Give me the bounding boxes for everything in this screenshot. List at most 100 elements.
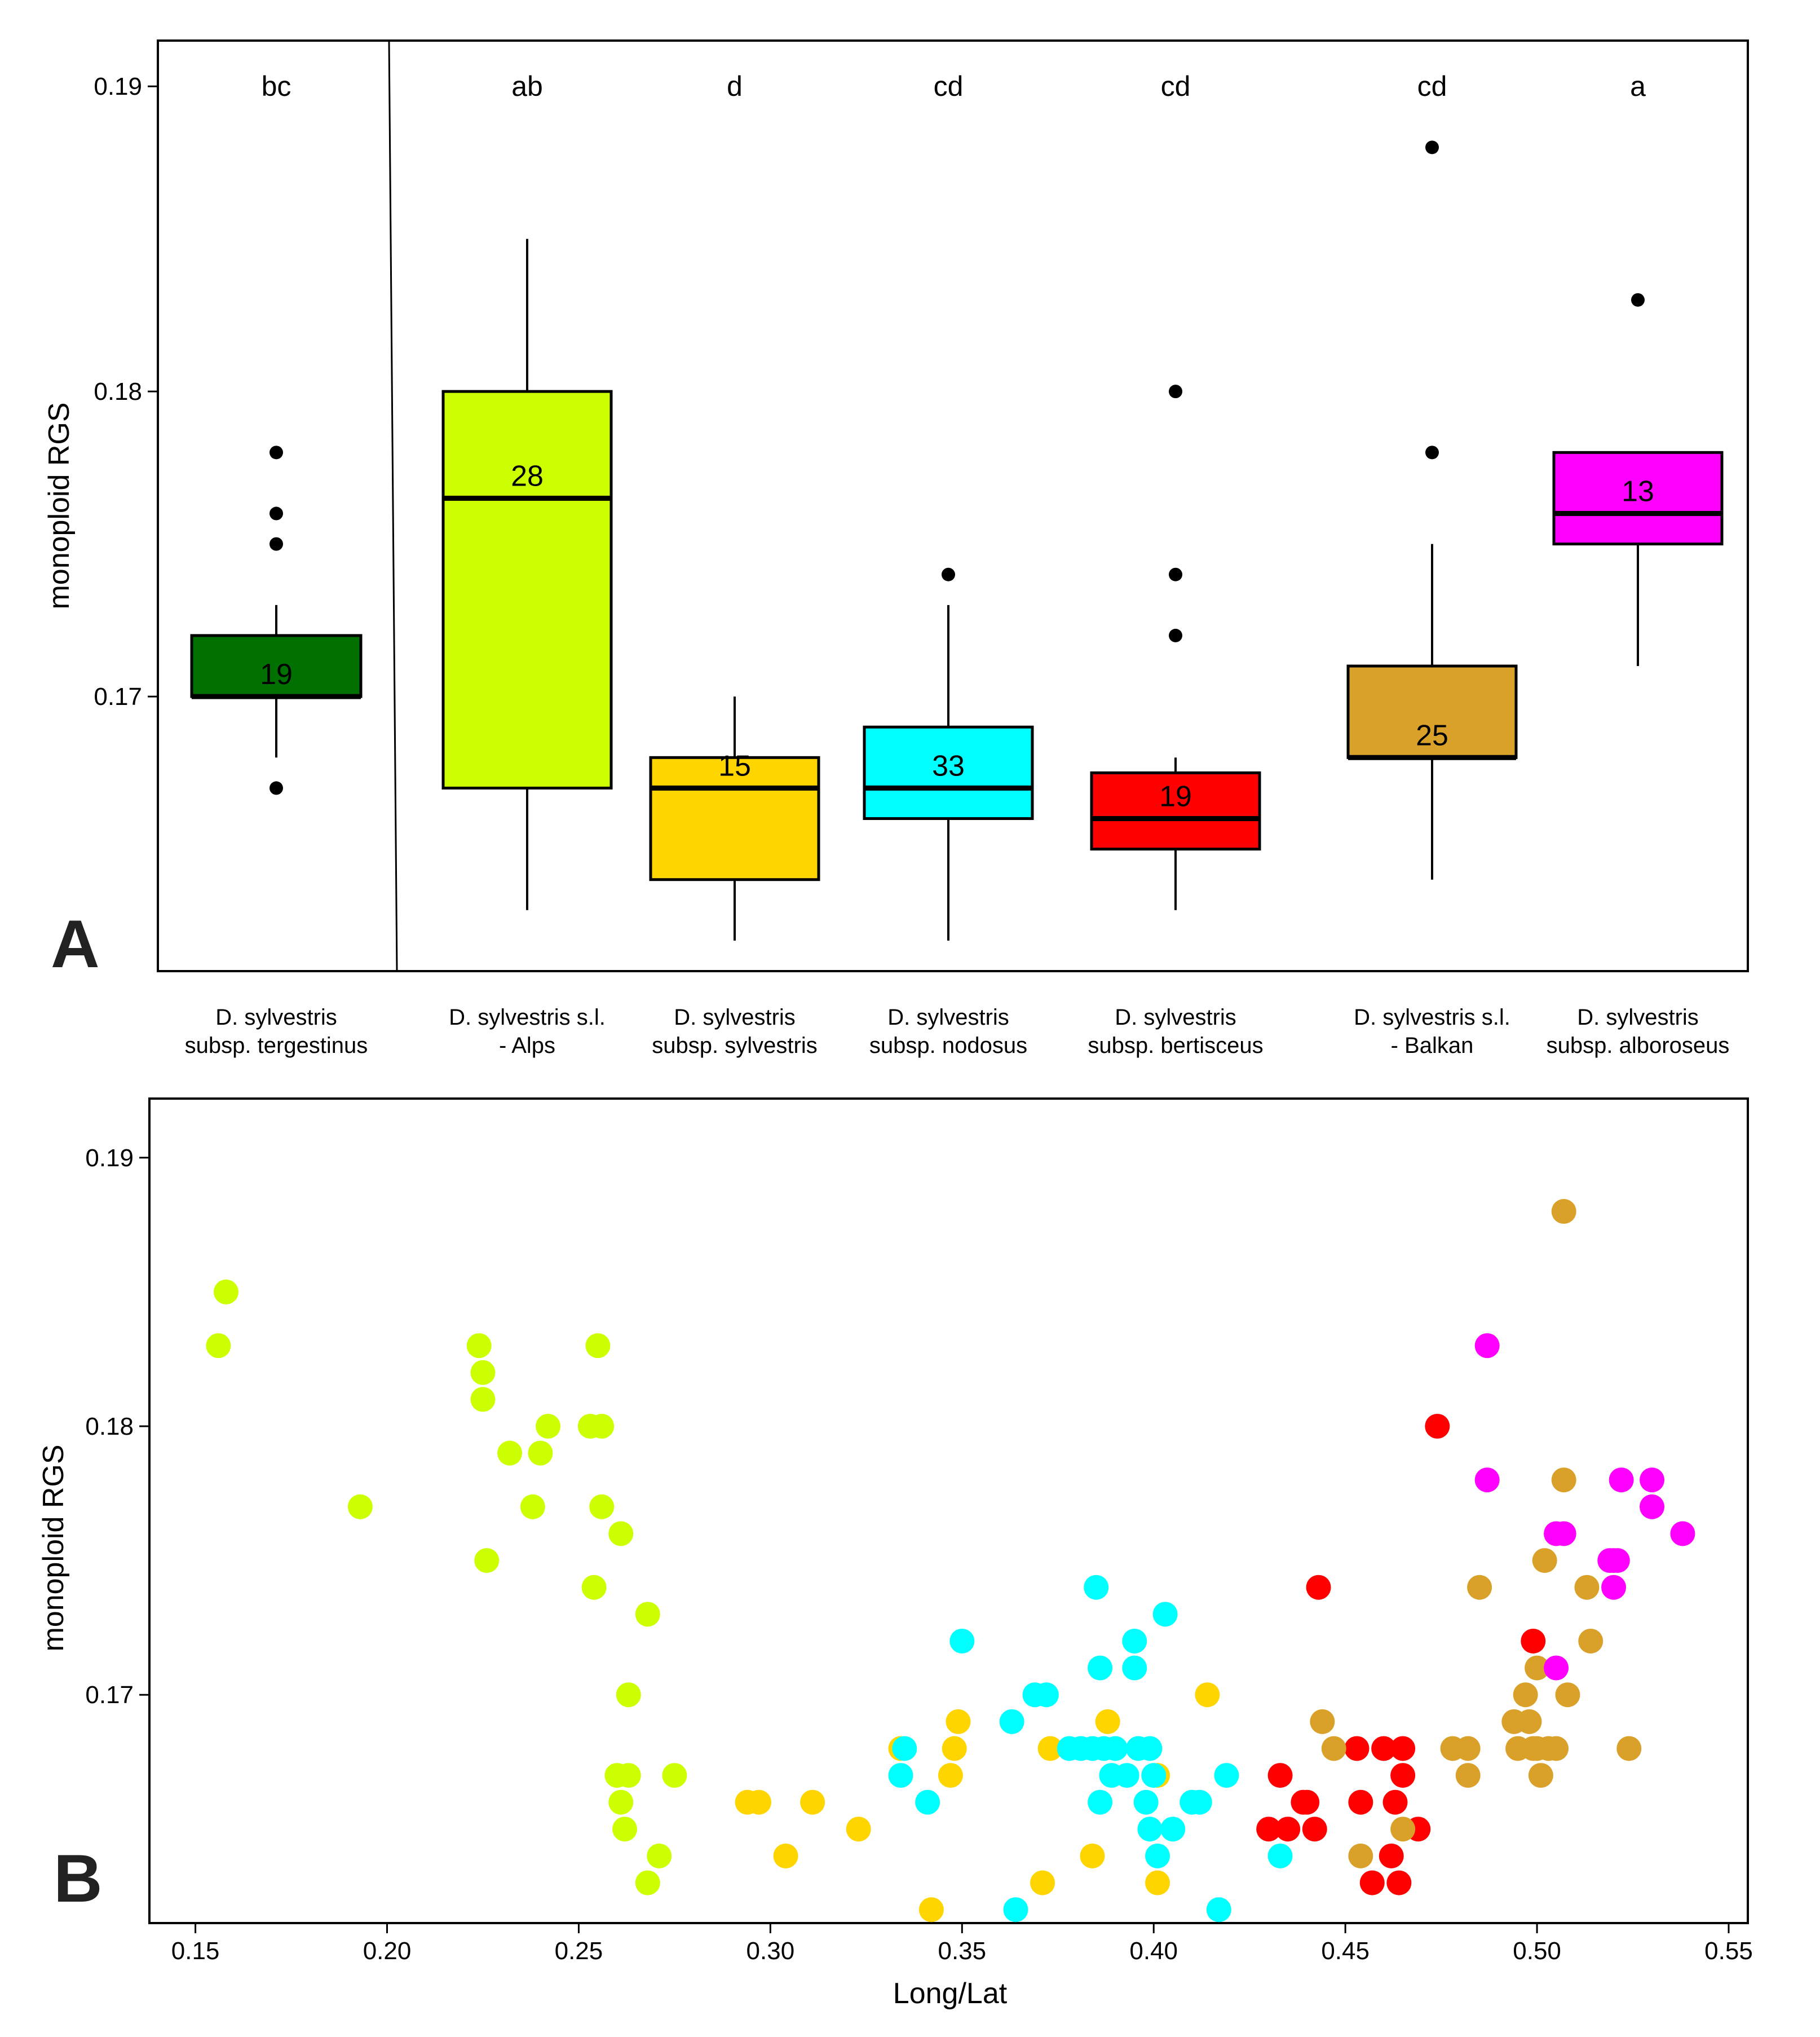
scatter-point-balkan: [1310, 1709, 1335, 1734]
scatter-point-nodosus: [1122, 1628, 1147, 1654]
panel-a-divider: [388, 40, 398, 972]
scatter-point-balkan: [1551, 1199, 1576, 1224]
scatter-point-sylvestris: [942, 1736, 967, 1761]
outlier-point: [1169, 628, 1182, 642]
scatter-point-bertisceus: [1344, 1736, 1370, 1761]
scatter-point-sylvestris: [746, 1789, 771, 1815]
y-tick-label: 0.18: [94, 378, 142, 405]
scatter-point-balkan: [1525, 1655, 1550, 1681]
scatter-point-bertisceus: [1390, 1763, 1416, 1788]
scatter-point-bertisceus: [1348, 1789, 1373, 1815]
scatter-point-bertisceus: [1295, 1789, 1320, 1815]
panel-b-ylabel: monoploid RGS: [37, 1444, 70, 1651]
panel-a-label: A: [51, 906, 100, 982]
scatter-point-sylvestris: [1080, 1843, 1105, 1868]
scatter-point-nodosus: [1133, 1789, 1159, 1815]
category-label-line2: - Balkan: [1391, 1033, 1474, 1058]
scatter-point-alps: [616, 1763, 641, 1788]
scatter-point-bertisceus: [1386, 1870, 1412, 1895]
scatter-point-sylvestris: [1095, 1709, 1120, 1734]
count-label: 28: [511, 460, 544, 492]
scatter-point-balkan: [1348, 1843, 1373, 1868]
scatter-point-nodosus: [1152, 1602, 1178, 1627]
scatter-point-nodosus: [1145, 1843, 1170, 1868]
significance-letter: a: [1630, 70, 1646, 102]
scatter-point-balkan: [1517, 1709, 1542, 1734]
scatter-point-alps: [213, 1279, 238, 1304]
scatter-point-alps: [536, 1413, 561, 1439]
scatter-point-nodosus: [1088, 1655, 1113, 1681]
scatter-point-nodosus: [915, 1789, 940, 1815]
count-label: 33: [932, 749, 965, 782]
scatter-point-bertisceus: [1521, 1628, 1546, 1654]
significance-letter: d: [727, 70, 743, 102]
scatter-point-sylvestris: [846, 1816, 871, 1842]
y-tick-label: 0.18: [85, 1413, 134, 1440]
scatter-point-nodosus: [999, 1709, 1024, 1734]
scatter-point-nodosus: [1267, 1843, 1293, 1868]
scatter-point-balkan: [1455, 1736, 1481, 1761]
scatter-point-balkan: [1467, 1575, 1492, 1600]
count-label: 19: [260, 658, 293, 691]
scatter-point-nodosus: [1003, 1897, 1028, 1923]
scatter-point-balkan: [1528, 1763, 1553, 1788]
x-tick-label: 0.20: [363, 1937, 412, 1965]
panel-b-label: B: [54, 1841, 103, 1916]
box-bertisceus: [1090, 771, 1261, 851]
scatter-point-bertisceus: [1382, 1789, 1408, 1815]
scatter-point-balkan: [1513, 1682, 1538, 1708]
scatter-point-sylvestris: [773, 1843, 798, 1868]
scatter-point-bertisceus: [1359, 1870, 1385, 1895]
scatter-point-sylvestris: [800, 1789, 825, 1815]
scatter-point-alps: [528, 1440, 553, 1466]
outlier-point: [270, 537, 283, 551]
scatter-point-alps: [347, 1494, 373, 1519]
panel-a-ylabel: monoploid RGS: [43, 402, 76, 609]
count-label: 19: [1159, 781, 1192, 813]
scatter-point-alps: [589, 1494, 615, 1519]
scatter-point-sylvestris: [938, 1763, 963, 1788]
count-label: 25: [1416, 719, 1448, 752]
significance-letter: ab: [511, 70, 543, 102]
box-balkan: [1346, 664, 1518, 759]
scatter-point-alboroseus: [1474, 1467, 1500, 1493]
scatter-point-bertisceus: [1302, 1816, 1327, 1842]
category-label-line1: D. sylvestris: [1115, 1005, 1236, 1030]
scatter-point-alps: [497, 1440, 523, 1466]
scatter-point-nodosus: [892, 1736, 917, 1761]
scatter-point-nodosus: [1137, 1736, 1163, 1761]
scatter-point-alboroseus: [1640, 1467, 1665, 1493]
scatter-point-alps: [520, 1494, 545, 1519]
scatter-point-nodosus: [1137, 1816, 1163, 1842]
box-tergestinus: [190, 634, 363, 698]
category-label-line2: subsp. tergestinus: [185, 1033, 368, 1058]
outlier-point: [1169, 385, 1182, 399]
box-sylvestris: [649, 756, 820, 881]
x-tick-label: 0.30: [746, 1937, 795, 1965]
scatter-point-alps: [647, 1843, 672, 1868]
scatter-point-bertisceus: [1390, 1736, 1416, 1761]
panel-b-xlabel: Long/Lat: [893, 1977, 1008, 2010]
category-label-line1: D. sylvestris s.l.: [1354, 1005, 1510, 1030]
x-tick-label: 0.45: [1321, 1937, 1370, 1965]
x-tick-label: 0.15: [171, 1937, 220, 1965]
scatter-point-balkan: [1616, 1736, 1642, 1761]
scatter-point-alboroseus: [1601, 1548, 1627, 1573]
outlier-point: [270, 781, 283, 795]
scatter-point-alps: [470, 1360, 496, 1385]
category-label-line2: subsp. sylvestris: [652, 1033, 817, 1058]
category-label-line2: subsp. alboroseus: [1547, 1033, 1730, 1058]
scatter-point-alps: [608, 1789, 634, 1815]
scatter-point-alps: [466, 1333, 492, 1359]
scatter-point-nodosus: [1033, 1682, 1059, 1708]
scatter-point-balkan: [1390, 1816, 1416, 1842]
scatter-point-bertisceus: [1306, 1575, 1331, 1600]
box-alboroseus: [1552, 451, 1724, 546]
category-label-line1: D. sylvestris: [887, 1005, 1009, 1030]
significance-letter: bc: [262, 70, 291, 102]
scatter-point-alboroseus: [1609, 1467, 1634, 1493]
box-alps: [441, 390, 613, 790]
y-tick-label: 0.17: [94, 683, 142, 711]
scatter-point-nodosus: [888, 1763, 913, 1788]
